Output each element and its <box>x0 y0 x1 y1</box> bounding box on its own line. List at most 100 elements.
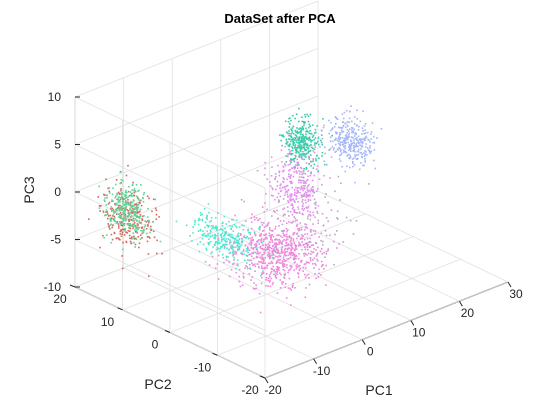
data-point <box>289 211 292 213</box>
data-point <box>283 263 286 265</box>
data-point <box>132 209 134 212</box>
data-point <box>206 230 208 233</box>
data-point <box>321 137 324 140</box>
data-point <box>341 166 343 168</box>
data-point <box>229 235 231 237</box>
data-point <box>278 234 280 237</box>
data-point <box>288 130 290 132</box>
data-point <box>302 141 304 144</box>
data-point <box>292 138 295 141</box>
data-point <box>316 252 319 255</box>
data-point <box>113 218 115 220</box>
data-point <box>120 179 123 181</box>
data-point <box>136 223 139 225</box>
data-point <box>123 208 126 211</box>
data-point <box>114 220 117 223</box>
data-point <box>223 247 226 249</box>
data-point <box>341 137 344 139</box>
data-point <box>136 232 139 234</box>
data-point <box>209 241 212 243</box>
data-point <box>302 235 304 237</box>
data-point <box>305 223 308 226</box>
data-point <box>315 255 318 257</box>
data-point <box>343 138 345 140</box>
data-point <box>271 283 274 286</box>
data-point <box>380 128 383 130</box>
data-point <box>105 211 107 213</box>
data-point <box>253 231 256 233</box>
data-point <box>115 208 118 210</box>
data-point <box>136 226 138 228</box>
data-point <box>287 155 289 158</box>
data-point <box>244 267 246 269</box>
data-point <box>111 193 114 196</box>
data-point <box>103 237 105 239</box>
data-point <box>232 253 235 256</box>
data-point <box>291 198 293 201</box>
data-point <box>335 150 337 153</box>
data-point <box>119 221 122 223</box>
data-point <box>304 248 307 251</box>
data-point <box>127 199 129 201</box>
data-point <box>136 215 139 218</box>
data-point <box>299 191 301 194</box>
data-point <box>276 256 279 258</box>
data-point <box>117 204 120 207</box>
data-point <box>138 198 140 201</box>
data-point <box>240 244 243 246</box>
data-point <box>302 140 305 142</box>
data-point <box>123 219 125 221</box>
data-point <box>370 133 372 135</box>
data-point <box>365 154 367 156</box>
data-point <box>284 272 286 275</box>
data-point <box>307 273 310 276</box>
data-point <box>334 190 336 193</box>
data-point <box>247 267 249 270</box>
data-point <box>355 143 357 146</box>
grid-line-z-back <box>74 48 319 145</box>
z-axis-label: PC3 <box>21 176 37 203</box>
data-point <box>359 138 361 141</box>
data-point <box>245 265 247 267</box>
cluster-8 <box>240 169 370 276</box>
data-point <box>111 199 113 201</box>
data-point <box>114 196 117 199</box>
data-point <box>295 248 298 250</box>
data-point <box>304 199 307 201</box>
data-point <box>124 193 126 196</box>
data-point <box>290 133 292 135</box>
data-point <box>300 141 302 144</box>
data-point <box>310 160 312 163</box>
data-point <box>298 244 300 247</box>
data-point <box>269 185 272 187</box>
data-point <box>290 254 292 256</box>
data-point <box>284 265 286 267</box>
data-point <box>325 193 327 195</box>
data-point <box>355 145 358 148</box>
data-point <box>228 261 231 264</box>
data-point <box>310 132 312 135</box>
data-point <box>305 226 307 228</box>
data-point <box>280 262 282 264</box>
data-point <box>118 225 120 227</box>
scatter-points <box>88 105 383 314</box>
data-point <box>275 173 277 175</box>
data-point <box>291 254 294 257</box>
data-point <box>310 253 312 255</box>
data-point <box>98 185 100 188</box>
data-point <box>286 248 289 250</box>
data-point <box>204 226 206 229</box>
data-point <box>306 187 308 189</box>
data-point <box>271 215 273 217</box>
data-point <box>291 193 293 195</box>
data-point <box>252 247 254 249</box>
data-point <box>363 139 366 142</box>
data-point <box>351 129 353 131</box>
data-point <box>289 181 291 183</box>
data-point <box>313 144 316 146</box>
data-point <box>307 194 310 196</box>
data-point <box>356 118 358 120</box>
data-point <box>297 258 300 260</box>
data-point <box>298 241 300 244</box>
data-point <box>292 175 295 178</box>
